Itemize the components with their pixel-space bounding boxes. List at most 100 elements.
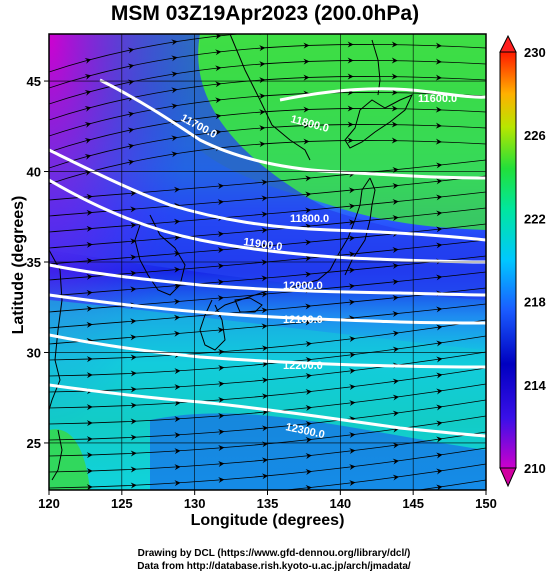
streamline-arrow xyxy=(305,389,312,395)
streamline-arrow xyxy=(130,238,137,245)
streamline-arrow xyxy=(215,129,222,136)
streamline-arrow xyxy=(171,39,178,46)
streamline-arrow xyxy=(174,368,181,375)
x-tick-label: 125 xyxy=(111,496,133,511)
streamline-arrow xyxy=(435,106,442,113)
streamline-arrow xyxy=(348,235,356,242)
streamline-arrow xyxy=(173,250,181,257)
y-tick-label: 35 xyxy=(27,255,41,270)
colorbar-tick-label: 210 xyxy=(524,461,546,476)
streamline-arrow xyxy=(392,263,399,269)
y-tick-label: 30 xyxy=(27,345,41,360)
streamline-arrow xyxy=(127,111,135,118)
streamline-arrow xyxy=(86,321,93,328)
credit-line-1: Drawing by DCL (https://www.gfd-dennou.o… xyxy=(137,548,411,559)
streamline xyxy=(49,43,486,89)
streamline-arrow xyxy=(348,299,356,306)
contour-label: 12200.0 xyxy=(283,360,323,372)
streamline-arrow xyxy=(261,457,269,464)
streamline xyxy=(49,399,486,441)
contour-label: 11800.0 xyxy=(290,213,329,225)
streamline xyxy=(49,123,486,169)
streamline-arrow xyxy=(217,279,224,286)
streamline-arrow xyxy=(215,65,222,72)
streamline xyxy=(282,463,486,490)
streamline-arrow xyxy=(130,386,137,393)
streamline-arrow xyxy=(392,330,400,337)
streamline-arrow xyxy=(130,270,137,277)
streamline-arrow xyxy=(130,354,137,361)
contour-label: 12100.0 xyxy=(283,314,323,326)
streamline-arrow xyxy=(347,57,354,64)
streamline-arrow xyxy=(130,402,137,409)
streamline-arrow xyxy=(218,493,224,499)
streamline-arrow xyxy=(173,266,181,273)
streamline-arrow xyxy=(305,239,312,246)
wind-streamlines xyxy=(49,34,486,502)
cold-field-south xyxy=(150,413,486,490)
streamline-arrow xyxy=(174,432,181,439)
streamline-arrow xyxy=(392,183,399,189)
colorbar-tick-label: 218 xyxy=(524,295,546,310)
colorbar: 230 226 222 218 214 210 xyxy=(499,34,546,488)
streamline xyxy=(49,207,486,249)
streamline xyxy=(49,191,486,233)
streamline-arrow xyxy=(84,105,92,112)
streamline-arrow xyxy=(86,420,93,427)
hokkaido-coastline xyxy=(344,94,413,149)
streamline-arrow xyxy=(391,89,398,96)
streamline-arrow xyxy=(86,356,93,363)
streamline-arrow xyxy=(305,207,312,214)
coastlines xyxy=(49,34,413,481)
streamline xyxy=(49,335,486,377)
streamline-arrow xyxy=(215,81,222,88)
streamline-arrow xyxy=(436,372,443,379)
streamline-arrow xyxy=(349,384,356,391)
streamline-arrow xyxy=(84,153,92,160)
streamline-arrow xyxy=(215,49,222,56)
x-tick-label: 135 xyxy=(257,496,279,511)
streamline-arrow xyxy=(349,336,356,343)
streamline-arrow xyxy=(435,58,442,65)
streamline-arrow xyxy=(173,330,181,337)
streamline-arrow xyxy=(217,263,224,270)
colorbar-tick-label: 214 xyxy=(524,378,546,393)
streamline-arrow xyxy=(349,448,356,455)
streamline-arrow xyxy=(86,225,93,232)
streamline-arrow xyxy=(303,58,310,65)
streamline xyxy=(49,367,486,409)
streamline-arrow xyxy=(392,295,399,301)
streamline-arrow xyxy=(349,480,356,487)
streamline-arrow xyxy=(436,162,443,169)
streamline-arrow xyxy=(305,453,312,459)
streamline-arrow xyxy=(130,434,137,441)
streamline-arrow xyxy=(348,267,356,274)
shikoku-coastline xyxy=(234,297,263,313)
streamline-arrow xyxy=(303,106,310,113)
streamline-arrow xyxy=(347,121,354,128)
streamline-arrow xyxy=(130,466,137,473)
streamline-arrow xyxy=(436,484,443,490)
taiwan-coastline xyxy=(51,429,63,481)
streamline-arrow xyxy=(174,448,181,455)
streamline-arrow xyxy=(261,179,268,186)
streamline-arrow xyxy=(215,113,222,120)
y-axis-label: Latitude (degrees) xyxy=(10,195,27,335)
streamline-arrow xyxy=(348,203,356,210)
x-tick-label: 145 xyxy=(402,496,424,511)
streamline-arrow xyxy=(174,480,181,487)
streamline-arrow xyxy=(305,405,312,411)
streamline-arrow xyxy=(261,323,268,330)
streamline xyxy=(49,271,486,313)
streamline-arrow xyxy=(217,247,224,254)
streamline-arrow xyxy=(127,63,135,70)
streamline-arrow xyxy=(130,418,137,425)
streamline-arrow xyxy=(173,282,181,289)
streamline xyxy=(49,239,486,281)
streamline-arrow xyxy=(130,254,137,261)
streamline-arrow xyxy=(174,496,180,502)
streamline-arrow xyxy=(86,436,93,443)
streamline-arrow xyxy=(349,464,356,471)
x-tick-label: 130 xyxy=(184,496,206,511)
